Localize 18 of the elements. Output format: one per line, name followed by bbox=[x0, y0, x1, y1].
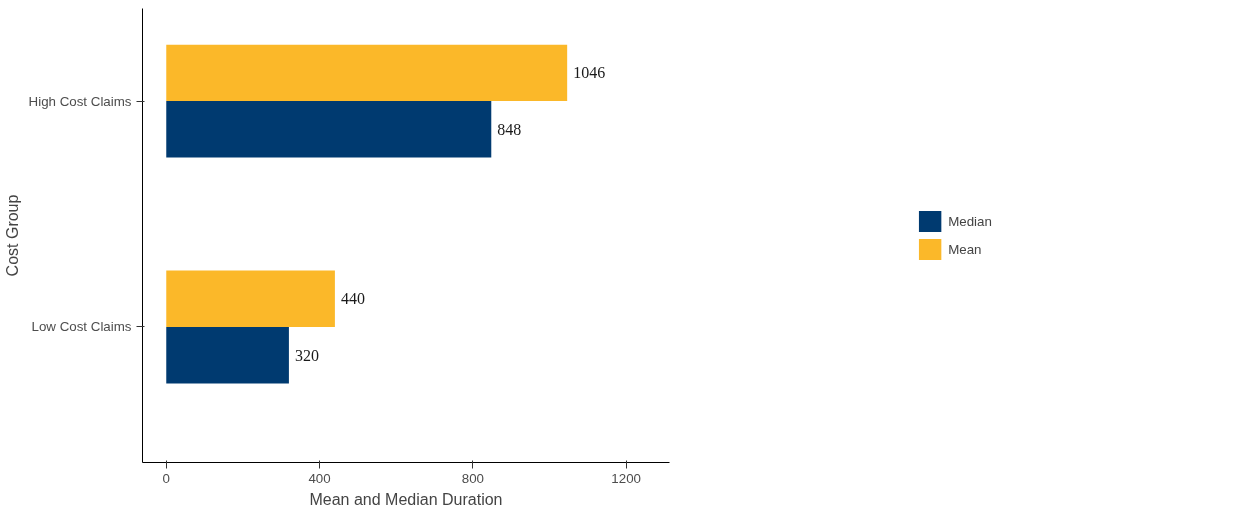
x-tick-label: 0 bbox=[162, 470, 170, 486]
data-label: 1046 bbox=[573, 64, 606, 82]
y-axis-title: Cost Group bbox=[3, 194, 21, 277]
y-tick-label: Low Cost Claims bbox=[31, 319, 132, 335]
bar bbox=[166, 44, 568, 102]
bar bbox=[166, 101, 492, 158]
x-tick-label: 800 bbox=[461, 470, 485, 486]
x-tick-label: 400 bbox=[308, 470, 331, 486]
legend-label: Median bbox=[948, 213, 992, 229]
y-tick-label: High Cost Claims bbox=[28, 93, 132, 109]
data-label: 320 bbox=[294, 346, 319, 364]
data-label: 848 bbox=[497, 120, 522, 138]
legend-label: Mean bbox=[948, 241, 982, 257]
bar bbox=[166, 326, 289, 384]
x-axis-title: Mean and Median Duration bbox=[309, 490, 503, 508]
data-label: 440 bbox=[340, 290, 365, 308]
bar bbox=[166, 270, 335, 327]
x-tick-label: 1200 bbox=[611, 470, 642, 486]
